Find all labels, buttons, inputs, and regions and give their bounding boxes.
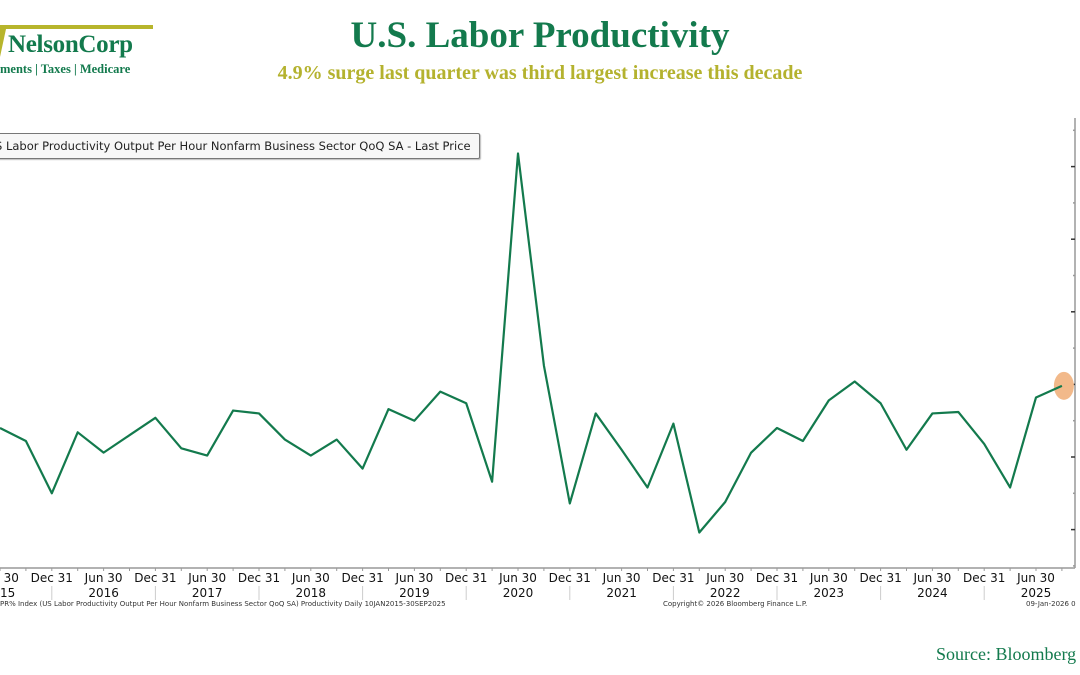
x-year-label: 2017 [192,586,223,600]
series-line [0,152,1063,534]
x-year-label: 2022 [710,586,741,600]
last-value-highlight [1053,371,1074,400]
x-tick-label: Jun 30 [187,571,226,585]
logo-mark-icon [0,29,6,57]
x-tick-label: Jun 30 [912,571,951,585]
x-tick-label: Jun 30 [84,571,123,585]
x-tick-label: Jun 30 [705,571,744,585]
x-tick-label: Dec 31 [31,571,73,585]
date-stamp: 09-Jan-2026 0 [1026,600,1076,608]
x-tick-label: Jun 30 [498,571,537,585]
x-tick-label: Dec 31 [652,571,694,585]
source-note: Source: Bloomberg [936,644,1077,664]
page-title: U.S. Labor Productivity [350,15,730,56]
x-tick-label: Jun 30 [394,571,433,585]
index-footnote: PR% Index (US Labor Productivity Output … [0,600,446,608]
x-tick-label: Dec 31 [134,571,176,585]
copyright-note: Copyright© 2026 Bloomberg Finance L.P. [663,600,808,608]
x-tick-label: Dec 31 [238,571,280,585]
x-tick-label: Dec 31 [756,571,798,585]
x-year-label: 2020 [503,586,534,600]
x-tick-label: Jun 30 [291,571,330,585]
x-year-label: 2015 [0,586,15,600]
x-tick-label: Dec 31 [341,571,383,585]
x-tick-label: Dec 31 [963,571,1005,585]
x-year-label: 2019 [399,586,430,600]
logo-tagline: ments | Taxes | Medicare [0,62,131,76]
chart-legend: S Labor Productivity Output Per Hour Non… [0,133,480,159]
x-tick-label: Jun 30 [0,571,19,585]
x-tick-label: Dec 31 [549,571,591,585]
x-tick-label: Dec 31 [445,571,487,585]
x-year-label: 2018 [296,586,327,600]
page-subtitle: 4.9% surge last quarter was third larges… [277,62,803,84]
x-tick-label: Jun 30 [602,571,641,585]
logo-name: NelsonCorp [8,31,133,58]
x-tick-label: Jun 30 [809,571,848,585]
x-year-label: 2021 [606,586,637,600]
x-year-label: 2024 [917,586,948,600]
x-year-label: 2025 [1021,586,1052,600]
x-tick-label: Dec 31 [859,571,901,585]
x-year-label: 2016 [88,586,119,600]
logo-bar [0,25,153,29]
x-year-label: 2023 [814,586,845,600]
x-tick-label: Jun 30 [1016,571,1055,585]
